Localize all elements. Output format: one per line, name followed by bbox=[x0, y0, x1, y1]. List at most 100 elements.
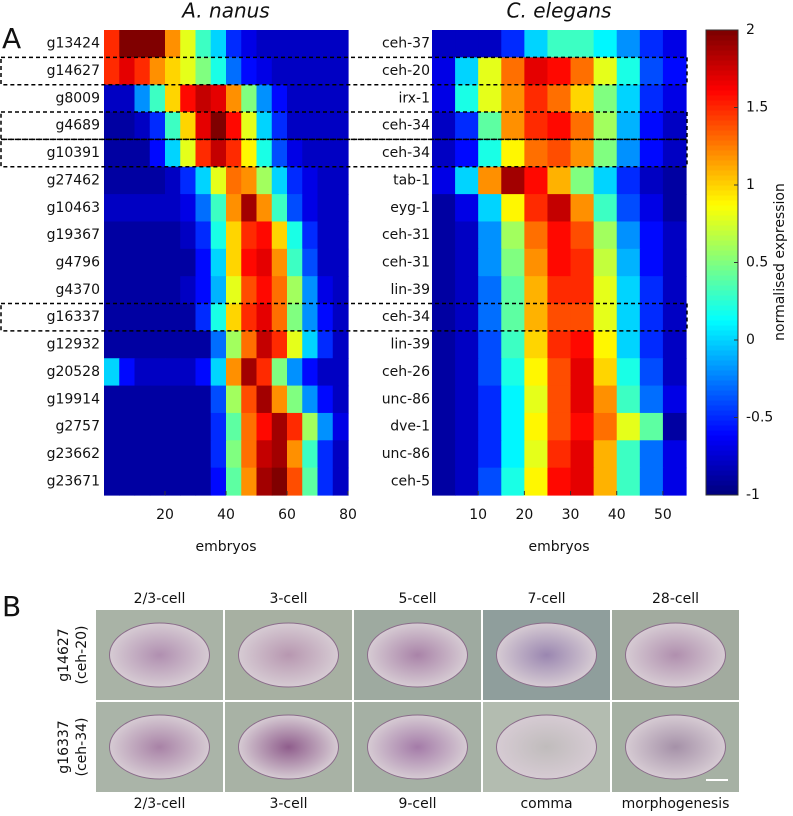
heatmap-cell bbox=[180, 276, 197, 305]
row-label: (ceh-34) bbox=[74, 718, 90, 777]
heatmap-cell bbox=[287, 467, 303, 496]
heatmap-cell bbox=[287, 385, 303, 414]
row-label: g19367 bbox=[47, 227, 100, 243]
heatmap-cell bbox=[226, 139, 242, 168]
colorbar-step bbox=[706, 380, 738, 386]
heatmap-cell bbox=[149, 303, 166, 332]
heatmap-cell bbox=[210, 84, 227, 113]
colorbar-step bbox=[706, 280, 738, 286]
heatmap-cell bbox=[593, 440, 618, 469]
colorbar-step bbox=[706, 365, 738, 371]
colorbar-step bbox=[706, 240, 738, 246]
colorbar-step bbox=[706, 450, 738, 456]
heatmap-cell bbox=[104, 84, 120, 113]
row-label: g4796 bbox=[55, 255, 100, 271]
heatmap-cell bbox=[524, 139, 549, 168]
heatmap-cell bbox=[210, 30, 227, 58]
heatmap-cell bbox=[455, 467, 479, 496]
colorbar-step bbox=[706, 70, 738, 76]
colorbar-step bbox=[706, 295, 738, 301]
row-label: g16337 bbox=[47, 309, 100, 325]
colorbar-step bbox=[706, 60, 738, 66]
heatmap-cell bbox=[256, 440, 273, 469]
colorbar-step bbox=[706, 410, 738, 416]
heatmap-cell bbox=[241, 330, 258, 359]
heatmap-cell bbox=[478, 385, 502, 414]
colorbar-step bbox=[706, 190, 738, 196]
heatmap-cell bbox=[501, 330, 525, 359]
heatmap-cell bbox=[210, 248, 227, 277]
heatmap-cell bbox=[165, 467, 181, 496]
heatmap-cell bbox=[149, 248, 166, 277]
heatmap-cell bbox=[455, 139, 479, 168]
heatmap-cell bbox=[593, 303, 618, 332]
colorbar-step bbox=[706, 395, 738, 401]
heatmap-cell bbox=[241, 412, 258, 441]
heatmap-cell bbox=[287, 440, 303, 469]
heatmap-cell bbox=[432, 194, 456, 223]
heatmap-cell bbox=[639, 57, 664, 86]
heatmap-cell bbox=[639, 358, 664, 387]
heatmap-cell bbox=[616, 194, 641, 223]
heatmap-cell bbox=[317, 139, 334, 168]
heatmap-cell bbox=[547, 276, 572, 305]
heatmap-cell bbox=[501, 139, 525, 168]
heatmap-cell bbox=[241, 248, 258, 277]
heatmap-cell bbox=[226, 358, 242, 387]
heatmap-cell bbox=[256, 330, 273, 359]
heatmap-cell bbox=[271, 84, 288, 113]
colorbar-tick-label: 2 bbox=[746, 22, 755, 38]
colorbar-step bbox=[706, 195, 738, 201]
heatmap-cell bbox=[432, 139, 456, 168]
colorbar-step bbox=[706, 340, 738, 346]
heatmap-cell bbox=[104, 248, 120, 277]
colorbar-step bbox=[706, 430, 738, 436]
heatmap-cell bbox=[210, 112, 227, 141]
heatmap-cell bbox=[547, 57, 572, 86]
heatmap-cell bbox=[639, 166, 664, 195]
colorbar-step bbox=[706, 335, 738, 341]
heatmap-cell bbox=[570, 194, 595, 223]
heatmap-cell bbox=[210, 412, 227, 441]
colorbar-step bbox=[706, 415, 738, 421]
colorbar-step bbox=[706, 80, 738, 86]
heatmap-cell bbox=[593, 57, 618, 86]
heatmap-cell bbox=[593, 84, 618, 113]
heatmap-cell bbox=[332, 194, 349, 223]
heatmap-cell bbox=[593, 221, 618, 250]
colorbar-step bbox=[706, 150, 738, 156]
heatmap-cell bbox=[478, 57, 502, 86]
colorbar-tick-label: 0.5 bbox=[746, 255, 768, 271]
heatmap-cell bbox=[616, 358, 641, 387]
colorbar-step bbox=[706, 220, 738, 226]
heatmap-cell bbox=[524, 57, 549, 86]
heatmap-cell bbox=[104, 112, 120, 141]
heatmap-cell bbox=[570, 139, 595, 168]
heatmap-cell bbox=[195, 221, 212, 250]
heatmap-cell bbox=[570, 30, 595, 58]
heatmap-cell bbox=[593, 276, 618, 305]
row-label: unc-86 bbox=[382, 446, 430, 462]
heatmap-cell bbox=[165, 166, 181, 195]
heatmap-cell bbox=[570, 57, 595, 86]
heatmap-cell bbox=[570, 248, 595, 277]
row-label: ceh-37 bbox=[382, 36, 430, 52]
colorbar-label: normalised expression bbox=[772, 183, 788, 341]
heatmap-cell bbox=[180, 57, 197, 86]
panel-label: A bbox=[2, 22, 21, 55]
colorbar-step bbox=[706, 225, 738, 231]
heatmap-cell bbox=[271, 276, 288, 305]
heatmap-cell bbox=[119, 194, 136, 223]
heatmap-cell bbox=[662, 276, 687, 305]
heatmap-cell bbox=[226, 112, 242, 141]
heatmap-cell bbox=[639, 112, 664, 141]
heatmap-cell bbox=[455, 84, 479, 113]
heatmap-cell bbox=[134, 221, 151, 250]
heatmap-cell bbox=[134, 248, 151, 277]
colorbar-step bbox=[706, 140, 738, 146]
heatmap-cell bbox=[165, 112, 181, 141]
colorbar-step bbox=[706, 215, 738, 221]
heatmap-cell bbox=[119, 84, 136, 113]
colorbar-step bbox=[706, 120, 738, 126]
heatmap-cell bbox=[180, 330, 197, 359]
